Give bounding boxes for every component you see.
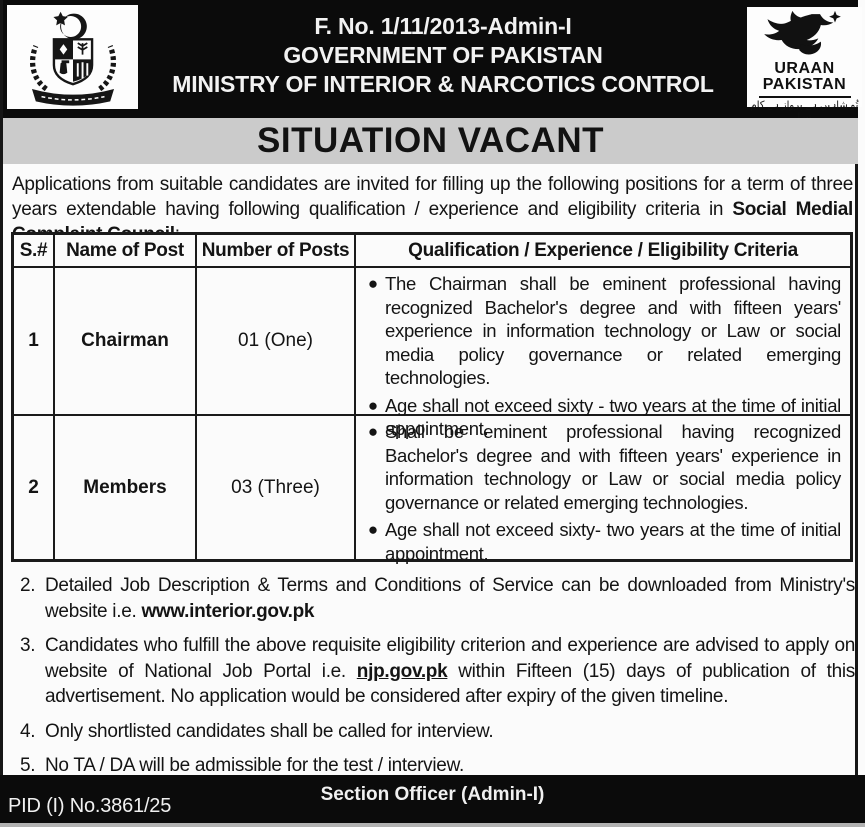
criteria-bullet: ● Age shall not exceed sixty - two years… (361, 394, 841, 441)
note-body: Candidates who fulfill the above requisi… (45, 635, 855, 682)
row-members-criteria: ● Shall be eminent professional having r… (356, 416, 850, 564)
footer-bar: Section Officer (Admin-I) PID (I) No.386… (0, 775, 865, 823)
bullet-text: Age shall not exceed sixty - two years a… (385, 394, 841, 440)
header-text-block: F. No. 1/11/2013-Admin-I GOVERNMENT OF P… (139, 12, 747, 99)
row-members-count: 03 (Three) (197, 416, 356, 559)
bullet-text: Age shall not exceed sixty- two years at… (385, 519, 841, 564)
logo-divider (758, 96, 851, 98)
note-tail: within Fifteen (15) days of publication … (45, 660, 855, 708)
bullet-dot-icon: ● (367, 274, 379, 293)
banner-title: SITUATION VACANT (257, 121, 604, 160)
col-header-post: Name of Post (55, 235, 197, 268)
note-text: Candidates who fulfill the above requisi… (45, 633, 855, 710)
positions-table: S.# Name of Post Number of Posts Qualifi… (11, 232, 853, 564)
bullet-dot-icon: ● (367, 395, 379, 415)
uraan-pakistan-logo-box: URAAN PAKISTAN تُو شاہیں ہے پرواز ہے کام… (747, 7, 862, 123)
uraan-logo-subtitle: PAKISTAN (762, 76, 847, 93)
criteria-bullet: ● The Chairman shall be eminent professi… (361, 272, 841, 390)
uraan-bird-icon (747, 9, 862, 61)
intro-text: Applications from suitable candidates ar… (12, 174, 853, 220)
pid-number: PID (I) No.3861/25 (8, 795, 172, 817)
njp-portal-url: njp.gov.pk (356, 660, 448, 682)
row-chairman-count: 01 (One) (197, 268, 356, 416)
uraan-urdu-slogan: تُو شاہیں ہے پرواز ہے کام تیرا (750, 100, 859, 123)
signatory-title: Section Officer (Admin-I) (320, 784, 545, 805)
note-number: 5. (20, 755, 36, 776)
note-text: Detailed Job Description & Terms and Con… (45, 573, 855, 624)
row-members-post: Members (55, 416, 197, 559)
note-body: Detailed Job Description & Terms and Con… (45, 575, 855, 622)
col-header-sno: S.# (14, 235, 55, 268)
header-file-number: F. No. 1/11/2013-Admin-I (314, 13, 572, 39)
bullet-text: The Chairman shall be eminent profession… (385, 273, 841, 388)
note-item-4: 4. Only shortlisted candidates shall be … (12, 719, 855, 745)
row-chairman-criteria: ● The Chairman shall be eminent professi… (356, 268, 850, 439)
note-item-3: 3. Candidates who fulfill the above requ… (12, 633, 855, 710)
note-item-5: 5. No TA / DA will be admissible for the… (12, 753, 855, 779)
uraan-logo-title: URAAN (774, 60, 835, 77)
note-text: No TA / DA will be admissible for the te… (45, 755, 464, 776)
notes-list: 2. Detailed Job Description & Terms and … (12, 573, 855, 788)
row-members-sno: 2 (14, 416, 55, 559)
col-header-criteria: Qualification / Experience / Eligibility… (356, 235, 850, 268)
header-government-line: GOVERNMENT OF PAKISTAN (283, 42, 603, 68)
header-bar: F. No. 1/11/2013-Admin-I GOVERNMENT OF P… (3, 0, 862, 123)
row-chairman-post: Chairman (55, 268, 197, 416)
row-chairman-sno: 1 (14, 268, 55, 416)
note-number: 3. (20, 635, 36, 656)
header-ministry-line: MINISTRY OF INTERIOR & NARCOTICS CONTROL (172, 71, 714, 97)
note-number: 2. (20, 575, 36, 596)
pakistan-state-emblem-icon (7, 7, 138, 107)
col-header-count: Number of Posts (197, 235, 356, 268)
note-text: Only shortlisted candidates shall be cal… (45, 720, 494, 742)
emblem-box (7, 5, 138, 109)
note-item-2: 2. Detailed Job Description & Terms and … (12, 573, 855, 624)
bullet-text: Shall be eminent professional having rec… (385, 421, 841, 513)
bullet-dot-icon: ● (367, 520, 379, 539)
criteria-bullet: ● Shall be eminent professional having r… (361, 420, 841, 514)
bullet-dot-icon: ● (367, 422, 379, 441)
ministry-website-url: www.interior.gov.pk (141, 600, 315, 622)
criteria-bullet: ● Age shall not exceed sixty- two years … (361, 518, 841, 565)
note-number: 4. (20, 720, 36, 742)
bottom-gray-strip (0, 823, 865, 827)
situation-vacant-banner: SITUATION VACANT (3, 118, 858, 164)
